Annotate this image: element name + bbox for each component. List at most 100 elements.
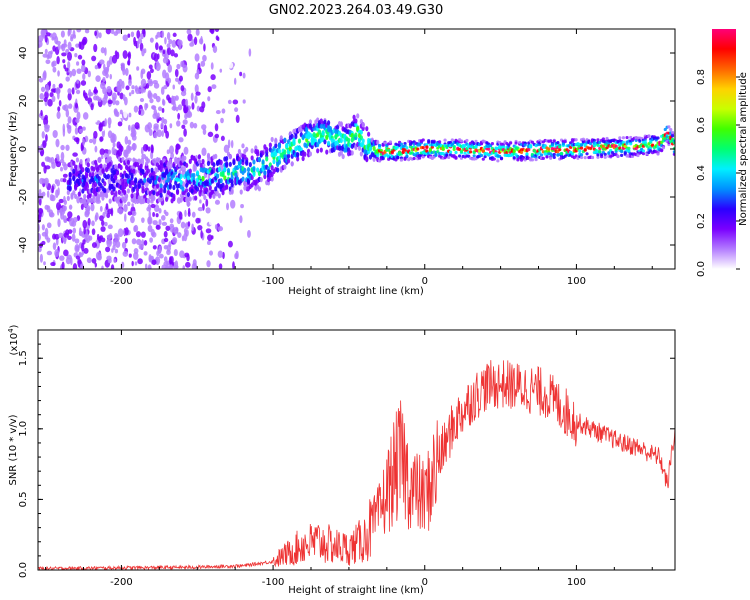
spectrogram-cell (111, 146, 116, 155)
colorbar-gradient (712, 29, 736, 269)
spectrogram-cell (200, 60, 206, 67)
spectrogram-cell (151, 259, 157, 266)
spectrogram-cell (154, 179, 158, 185)
spectrogram-cell (87, 70, 91, 78)
spectrogram-cell (359, 129, 363, 135)
spectrogram-cell (167, 64, 173, 73)
spectrogram-cell (55, 138, 60, 148)
spectrogram-cell (136, 40, 140, 49)
spectrogram-cell (50, 88, 56, 93)
spectrogram-cell (186, 191, 191, 198)
spectrogram-cell (178, 75, 183, 82)
spectrogram-cell (672, 152, 675, 156)
spectrogram-cell (417, 156, 422, 160)
spectrogram-cell (605, 136, 609, 141)
spectrogram-cell (225, 162, 229, 168)
spectrogram-cell (248, 162, 252, 168)
spectrogram-cell (618, 146, 622, 150)
spectrogram-cell (197, 206, 204, 212)
spectrogram-cell (131, 210, 137, 217)
spectrogram-cell (496, 159, 500, 163)
spectrogram-cell (319, 147, 323, 153)
spectrogram-cell (76, 195, 81, 204)
spectrogram-cell (127, 52, 131, 58)
spectrogram-cell (621, 136, 626, 140)
spectrogram-cell (117, 121, 123, 127)
spectrogram-cell (68, 171, 72, 177)
spectrogram-cell (124, 227, 129, 236)
spectrogram-cell (190, 92, 194, 101)
spectrogram-cell (195, 170, 200, 176)
spectrogram-cell (212, 162, 216, 168)
spectrogram-cell (185, 229, 189, 237)
spectrogram-cell (60, 30, 65, 38)
spectrogram-cell (153, 123, 159, 129)
spectrogram-cell (119, 164, 123, 171)
spectrogram-cell (91, 55, 97, 62)
spectrogram-cell (92, 263, 96, 269)
spectrogram-cell (44, 91, 49, 100)
spectrogram-cell (182, 46, 185, 51)
spectrogram-cell (46, 222, 52, 229)
spectrogram-cell (58, 198, 64, 204)
spectrogram-cell (72, 175, 76, 181)
spectrogram-cell (180, 221, 186, 229)
spectrogram-cell (119, 145, 124, 152)
spectrogram-cell (530, 140, 535, 144)
spectrogram-cell (167, 46, 171, 56)
spectrogram-cell (75, 255, 81, 260)
spectrogram-cell (103, 149, 110, 154)
spectrogram-cell (61, 52, 67, 57)
spectrogram-cell (627, 146, 631, 150)
spectrogram-cell (112, 244, 116, 251)
spectrogram-cell (292, 137, 296, 143)
spectrogram-cell (186, 175, 191, 181)
spectrogram-cell (656, 136, 660, 140)
spectrogram-cell (65, 76, 70, 82)
spectrogram-cell (143, 177, 147, 183)
spectrogram-cell (165, 168, 169, 174)
snr-x-tick-label: -200 (110, 577, 133, 588)
spectrogram-cell (201, 158, 205, 165)
spectrogram-cell (381, 157, 385, 161)
spectrogram-cell (574, 154, 578, 158)
spectrogram-cell (98, 32, 102, 39)
spectrogram-cell (146, 158, 151, 164)
spectrogram-cell (57, 106, 61, 112)
spectrogram-cell (166, 94, 171, 101)
spectrogram-cell (589, 141, 593, 146)
spectrogram-cell (99, 205, 103, 212)
spectrogram-cell (94, 159, 98, 165)
spectrogram-cell (175, 189, 180, 196)
spectrogram-x-tick-label: 100 (567, 276, 586, 287)
spectrogram-cell (152, 190, 156, 196)
spectrogram-cell (118, 208, 124, 215)
spectrogram-cell (54, 233, 60, 240)
spectrogram-cell (474, 145, 478, 149)
colorbar-tick-label: 0.6 (696, 117, 707, 133)
spectrogram-cell (490, 142, 494, 146)
spectrogram-cell (162, 56, 169, 64)
spectrogram-cell (169, 255, 174, 264)
spectrogram-cell (452, 147, 456, 151)
spectrogram-cell (40, 86, 46, 93)
spectrogram-cell (121, 156, 125, 163)
spectrogram-cell (88, 172, 92, 178)
spectrogram-cell (66, 51, 73, 61)
spectrogram-cell (641, 149, 646, 153)
spectrogram-cell (146, 168, 151, 174)
spectrogram-cell (552, 152, 556, 157)
spectrogram-cell (514, 141, 518, 145)
spectrogram-cell (274, 137, 278, 143)
spectrogram-cell (83, 247, 89, 254)
spectrogram-cell (492, 157, 496, 161)
spectrogram-cell (134, 177, 138, 183)
spectrogram-cell (203, 43, 206, 52)
spectrogram-cell (163, 237, 169, 243)
snr-y-tick-label: 1.5 (18, 350, 29, 366)
spectrogram-cell (182, 64, 188, 73)
colorbar-label: Normalized spectral amplitude (738, 72, 749, 226)
spectrogram-cell (191, 102, 195, 110)
spectrogram-cell (145, 103, 149, 109)
spectrogram-cell (56, 202, 62, 211)
